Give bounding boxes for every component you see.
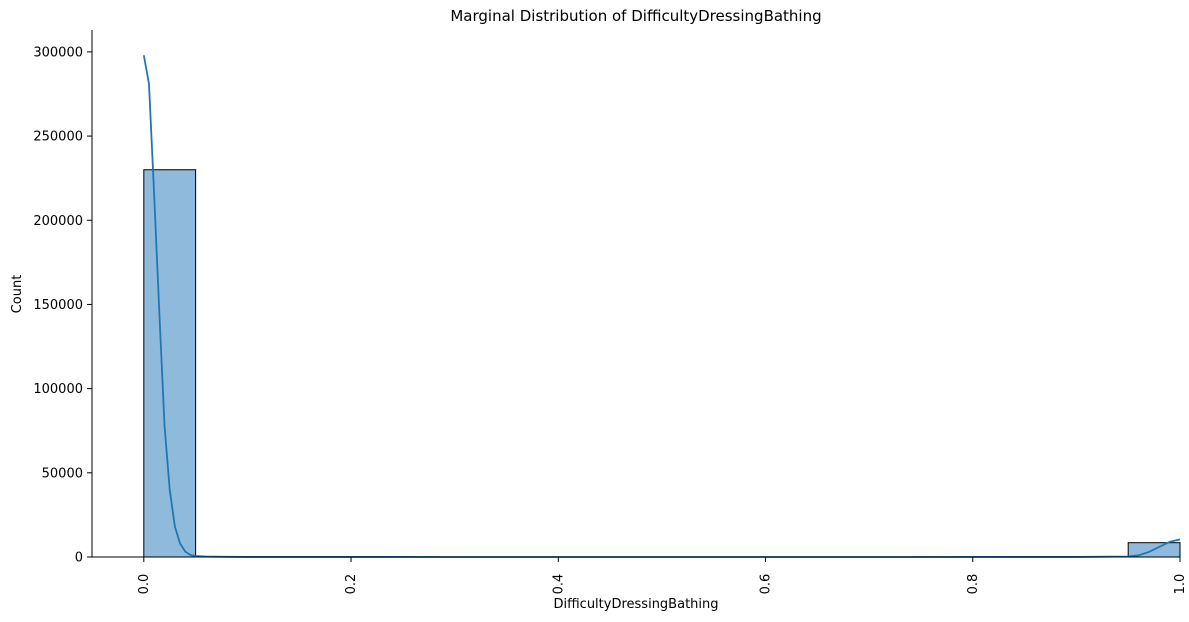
histogram-bar-0 bbox=[143, 169, 197, 558]
x-tick-label-3: 0.6 bbox=[759, 574, 774, 595]
kde-layer bbox=[142, 55, 1181, 558]
bars-layer bbox=[143, 169, 1181, 558]
y-tick-label-5: 250000 bbox=[33, 130, 83, 145]
axes-layer bbox=[91, 30, 1180, 558]
x-tick-label-0: 0.0 bbox=[137, 574, 152, 595]
x-tick-label-4: 0.8 bbox=[966, 574, 981, 595]
y-tick-label-0: 0 bbox=[75, 551, 83, 566]
y-tick-label-3: 150000 bbox=[33, 298, 83, 313]
x-tick-label-2: 0.4 bbox=[551, 574, 566, 595]
x-axis-label: DifficultyDressingBathing bbox=[553, 597, 718, 612]
chart-title: Marginal Distribution of DifficultyDress… bbox=[450, 7, 821, 25]
y-ticks: 0 50000 100000 150000 200000 250000 300000 bbox=[33, 45, 92, 566]
y-tick-label-4: 200000 bbox=[33, 214, 83, 229]
x-tick-label-1: 0.2 bbox=[344, 574, 359, 595]
y-tick-label-6: 300000 bbox=[33, 45, 83, 60]
y-tick-label-1: 50000 bbox=[42, 466, 83, 481]
y-axis-label: Count bbox=[10, 275, 25, 314]
y-tick-label-2: 100000 bbox=[33, 382, 83, 397]
kde-line bbox=[142, 55, 1181, 558]
x-ticks: 0.0 0.2 0.4 0.6 0.8 1.0 bbox=[137, 557, 1188, 594]
x-tick-label-5: 1.0 bbox=[1173, 574, 1188, 595]
